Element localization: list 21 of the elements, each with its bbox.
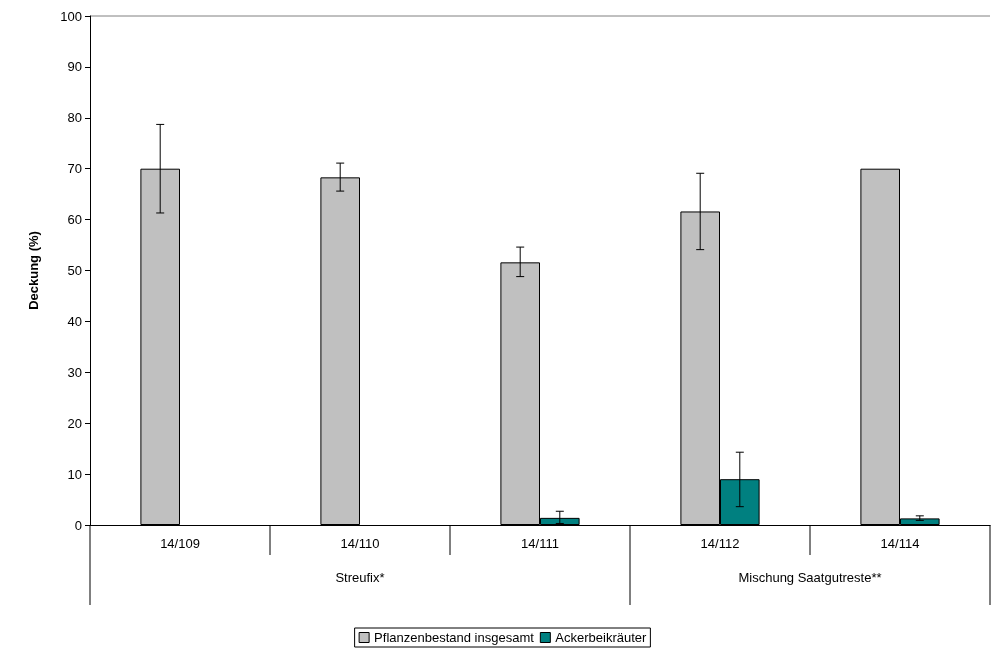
y-axis-title: Deckung (%) — [26, 231, 41, 310]
x-tick-label: 14/111 — [521, 536, 559, 551]
text: Mischung Saatgutreste** — [738, 570, 882, 585]
legend-label: Ackerbeikräuter — [555, 630, 648, 645]
y-tick-label: 100 — [60, 8, 82, 24]
y-tick-label: 40 — [67, 313, 82, 329]
y-tick-label: 80 — [67, 110, 82, 126]
text: Streufix* — [335, 570, 385, 585]
y-tick-label: 10 — [67, 466, 82, 482]
y-tick-label: 60 — [67, 212, 82, 228]
x-tick-label: 14/110 — [340, 536, 380, 551]
y-tick-label: 70 — [67, 161, 82, 177]
y-tick-label: 90 — [67, 59, 82, 75]
y-tick-label: 50 — [67, 263, 82, 278]
x-tick-label: 14/109 — [160, 536, 200, 551]
y-tick-label: 0 — [74, 517, 82, 533]
legend-label: Pflanzenbestand insgesamt — [374, 630, 535, 645]
x-tick-label: 14/114 — [880, 536, 920, 551]
x-tick-label: 14/112 — [700, 536, 740, 551]
y-tick-label: 20 — [67, 415, 82, 431]
y-tick-label: 30 — [67, 364, 82, 380]
